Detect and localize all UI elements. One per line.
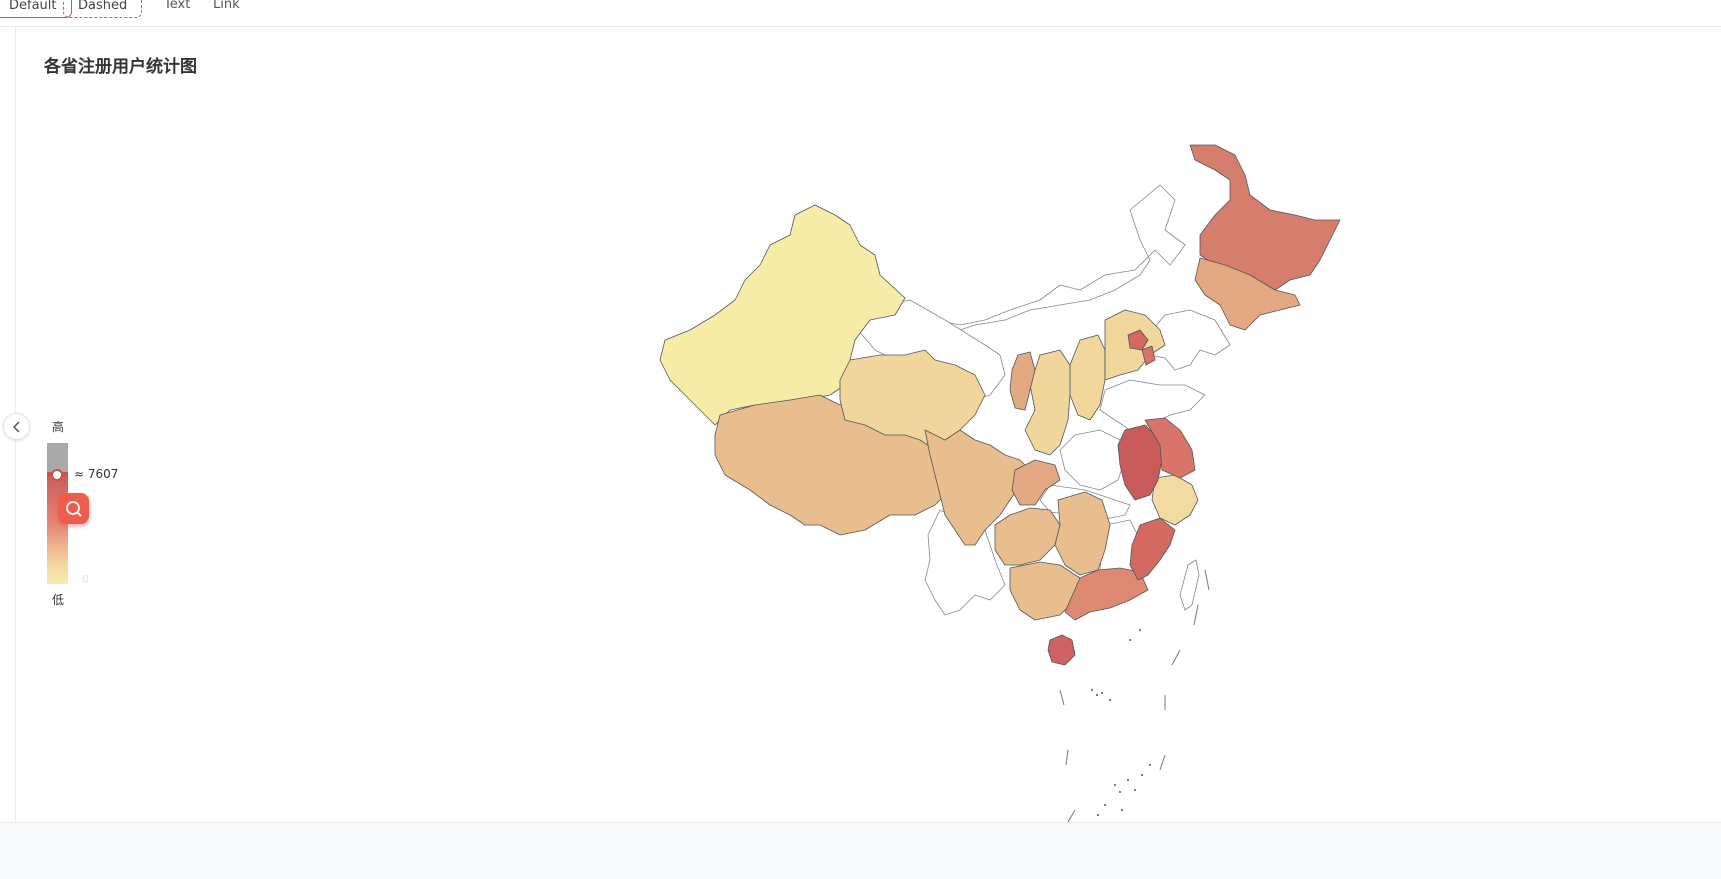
china-map <box>659 144 1341 822</box>
visual-map-out-of-range <box>47 443 68 473</box>
tab-default[interactable]: Default <box>0 0 72 18</box>
tab-dashed[interactable]: Dashed <box>63 0 143 18</box>
region-xinjiang[interactable] <box>659 204 906 426</box>
visual-map-handle[interactable] <box>51 469 63 481</box>
region-shanxi[interactable] <box>1069 334 1106 421</box>
region-fujian[interactable] <box>1129 517 1176 581</box>
region-guangdong[interactable] <box>1064 567 1149 621</box>
region-jiangsu[interactable] <box>1144 417 1196 479</box>
region-beijing[interactable] <box>1127 329 1149 351</box>
region-ningxia[interactable] <box>1009 351 1036 411</box>
region-yunnan[interactable] <box>924 509 1006 616</box>
region-jilin[interactable] <box>1194 257 1301 331</box>
region-shandong[interactable] <box>1099 379 1206 431</box>
visual-map-handle-value: ≈ 7607 <box>74 467 119 481</box>
tab-bar: Default Dashed Text Link <box>0 0 1721 27</box>
region-guizhou[interactable] <box>994 507 1061 566</box>
region-zhejiang[interactable] <box>1151 474 1199 526</box>
region-hainan[interactable] <box>1047 634 1076 666</box>
region-sichuan[interactable] <box>924 429 1031 546</box>
region-taiwan[interactable] <box>1179 559 1200 611</box>
visual-map-min-value: 0 <box>82 573 89 586</box>
search-button[interactable] <box>58 493 89 524</box>
region-chongqing[interactable] <box>1011 459 1061 506</box>
region-tianjin[interactable] <box>1141 345 1156 366</box>
footer <box>0 822 1721 879</box>
tab-text[interactable]: Text <box>164 0 191 12</box>
chart-title: 各省注册用户统计图 <box>44 57 197 77</box>
chevron-left-icon <box>12 420 20 433</box>
region-shaanxi[interactable] <box>1024 349 1071 456</box>
visual-map-low-label: 低 <box>52 593 65 607</box>
search-icon <box>65 500 82 517</box>
region-henan[interactable] <box>1059 429 1126 491</box>
tab-link[interactable]: Link <box>213 0 240 12</box>
collapse-sidebar-button[interactable] <box>3 413 30 440</box>
region-heilongjiang[interactable] <box>1189 144 1341 291</box>
visual-map-high-label: 高 <box>52 420 65 434</box>
